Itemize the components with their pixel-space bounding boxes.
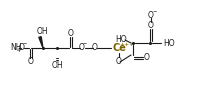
Text: O: O [92,43,98,52]
Text: O: O [79,43,85,52]
Text: HO: HO [115,35,127,43]
Text: OH: OH [51,62,63,70]
Text: HO: HO [163,39,175,47]
Text: O: O [19,43,25,52]
Text: OH: OH [36,26,48,35]
Text: O: O [148,20,154,30]
Text: Ce: Ce [112,43,126,53]
Text: O: O [148,10,154,20]
Polygon shape [39,37,43,48]
Text: O: O [68,28,74,37]
Text: +++: +++ [120,41,135,47]
Text: O: O [28,56,34,66]
Text: O: O [144,53,150,62]
Text: −: − [83,41,87,47]
Text: −: − [22,41,27,47]
Text: 4: 4 [16,48,20,53]
Text: NH: NH [10,43,21,52]
Text: −: − [153,9,157,14]
Text: O: O [116,56,122,66]
